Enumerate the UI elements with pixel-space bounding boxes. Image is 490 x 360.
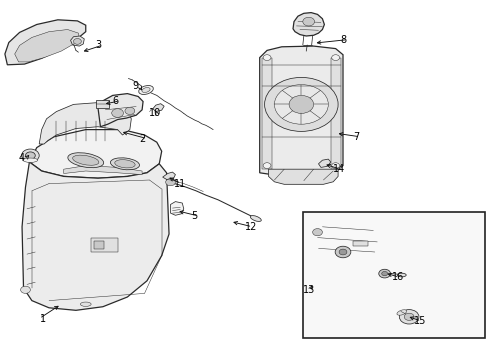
Text: 11: 11	[174, 179, 186, 189]
Circle shape	[382, 271, 388, 276]
Text: 16: 16	[392, 272, 404, 282]
Circle shape	[379, 269, 391, 278]
Circle shape	[263, 163, 271, 168]
Circle shape	[74, 39, 81, 44]
Polygon shape	[29, 130, 162, 178]
Circle shape	[25, 152, 35, 159]
Polygon shape	[39, 103, 131, 144]
Circle shape	[112, 109, 123, 117]
Ellipse shape	[23, 158, 38, 162]
Circle shape	[274, 85, 328, 124]
Ellipse shape	[73, 155, 99, 165]
Bar	[303, 212, 485, 338]
Circle shape	[332, 163, 340, 168]
Circle shape	[289, 95, 314, 113]
Circle shape	[166, 179, 175, 186]
Circle shape	[125, 107, 135, 114]
Circle shape	[313, 229, 322, 236]
Polygon shape	[153, 104, 164, 112]
Text: 9: 9	[132, 81, 138, 91]
Text: 15: 15	[414, 316, 426, 326]
Ellipse shape	[397, 310, 407, 315]
Ellipse shape	[250, 216, 261, 221]
Text: 2: 2	[140, 134, 146, 144]
Circle shape	[404, 313, 414, 320]
Text: 8: 8	[341, 35, 346, 45]
Circle shape	[263, 55, 271, 60]
Polygon shape	[5, 20, 86, 65]
Polygon shape	[163, 172, 175, 180]
Polygon shape	[171, 202, 184, 215]
Circle shape	[399, 310, 419, 324]
Ellipse shape	[142, 87, 150, 93]
Polygon shape	[98, 94, 143, 127]
Polygon shape	[269, 169, 338, 184]
Text: 1: 1	[40, 314, 47, 324]
Polygon shape	[262, 58, 272, 169]
Polygon shape	[313, 218, 381, 259]
Text: 6: 6	[113, 96, 119, 106]
Bar	[91, 238, 118, 252]
Circle shape	[22, 149, 39, 162]
Text: 10: 10	[149, 108, 162, 118]
Polygon shape	[331, 58, 341, 169]
Ellipse shape	[68, 153, 104, 168]
Ellipse shape	[110, 158, 140, 170]
Text: 4: 4	[19, 153, 25, 163]
Ellipse shape	[80, 302, 91, 306]
Text: 3: 3	[96, 40, 102, 50]
Text: 7: 7	[353, 132, 359, 142]
Circle shape	[339, 249, 347, 255]
Circle shape	[303, 17, 315, 26]
Polygon shape	[318, 159, 331, 167]
Text: 14: 14	[333, 164, 345, 174]
Circle shape	[265, 77, 338, 131]
Polygon shape	[293, 13, 324, 36]
Circle shape	[335, 246, 351, 258]
Bar	[94, 241, 104, 249]
Text: 5: 5	[191, 211, 197, 221]
Text: 12: 12	[245, 222, 257, 232]
Circle shape	[332, 55, 340, 60]
Bar	[96, 100, 109, 108]
Polygon shape	[15, 30, 79, 62]
Ellipse shape	[115, 160, 135, 168]
Polygon shape	[22, 162, 169, 310]
Ellipse shape	[139, 86, 153, 94]
Circle shape	[21, 286, 30, 293]
Polygon shape	[260, 46, 343, 176]
Ellipse shape	[397, 273, 406, 277]
Bar	[353, 241, 368, 246]
Polygon shape	[71, 36, 84, 46]
Polygon shape	[64, 166, 142, 175]
Text: 13: 13	[303, 285, 315, 295]
